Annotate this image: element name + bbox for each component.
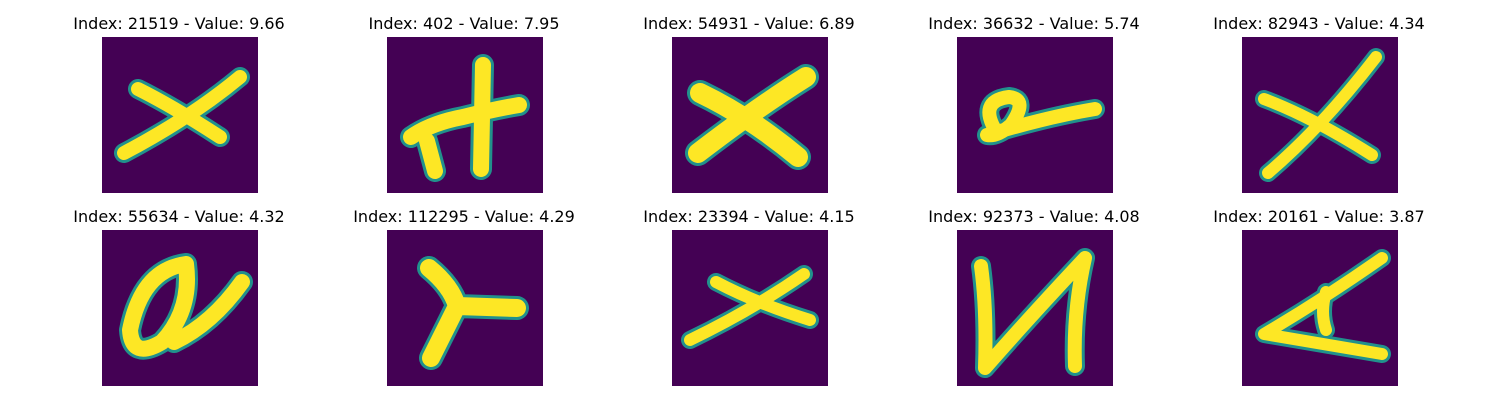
panel-title: Index: 92373 - Value: 4.08	[928, 207, 1140, 226]
panel-title: Index: 54931 - Value: 6.89	[643, 14, 855, 33]
panel-1: Index: 21519 - Value: 9.66	[59, 15, 299, 205]
panel-6: Index: 55634 - Value: 4.32	[59, 208, 299, 398]
glyph-image-y-rotated	[387, 230, 543, 386]
panel-title: Index: 20161 - Value: 3.87	[1213, 207, 1425, 226]
panel-8: Index: 23394 - Value: 4.15	[629, 208, 869, 398]
panel-7: Index: 112295 - Value: 4.29	[344, 208, 584, 398]
glyph-image-u-shape	[957, 230, 1113, 386]
panel-title: Index: 112295 - Value: 4.29	[353, 207, 575, 226]
glyph-image-x	[102, 37, 258, 193]
panel-title: Index: 23394 - Value: 4.15	[643, 207, 855, 226]
panel-10: Index: 20161 - Value: 3.87	[1199, 208, 1439, 398]
panel-title: Index: 402 - Value: 7.95	[368, 14, 560, 33]
panel-9: Index: 92373 - Value: 4.08	[914, 208, 1154, 398]
glyph-image-a-loop	[102, 230, 258, 386]
glyph-image-x-tall	[1242, 37, 1398, 193]
glyph-image-x-wide	[672, 230, 828, 386]
glyph-image-loop-tail	[957, 37, 1113, 193]
panel-2: Index: 402 - Value: 7.95	[344, 15, 584, 205]
panel-3: Index: 54931 - Value: 6.89	[629, 15, 869, 205]
panel-title: Index: 55634 - Value: 4.32	[73, 207, 285, 226]
panel-title: Index: 21519 - Value: 9.66	[73, 14, 285, 33]
glyph-image-x-thick	[672, 37, 828, 193]
panel-title: Index: 36632 - Value: 5.74	[928, 14, 1140, 33]
panel-title: Index: 82943 - Value: 4.34	[1213, 14, 1425, 33]
glyph-image-h-cross	[387, 37, 543, 193]
glyph-image-a-rotated	[1242, 230, 1398, 386]
panel-4: Index: 36632 - Value: 5.74	[914, 15, 1154, 205]
panel-5: Index: 82943 - Value: 4.34	[1199, 15, 1439, 205]
